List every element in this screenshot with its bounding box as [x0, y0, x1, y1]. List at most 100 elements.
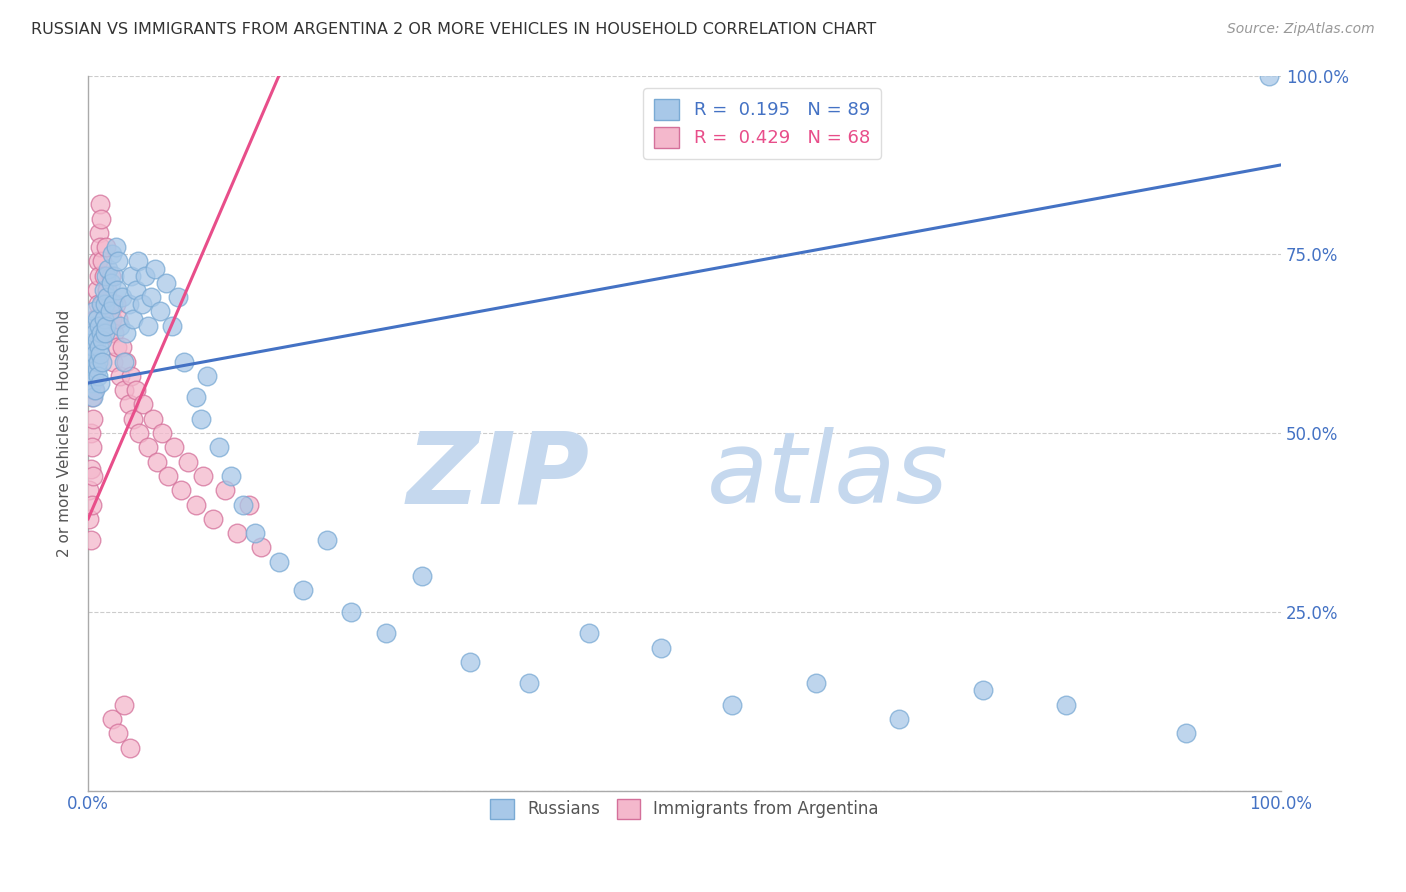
Point: [105, 283, 128, 297]
Legend: Russians, Immigrants from Argentina: Russians, Immigrants from Argentina: [484, 793, 886, 825]
Point: [105, 340, 128, 354]
Point: [103, 268, 125, 283]
Point: [267, 555, 290, 569]
Point: [173, 354, 195, 368]
Point: [80, 333, 103, 347]
Point: [101, 247, 124, 261]
Point: [83, 340, 105, 354]
Point: [96, 290, 118, 304]
Point: [110, 340, 132, 354]
Point: [104, 297, 127, 311]
Point: [804, 676, 827, 690]
Point: [125, 283, 148, 297]
Point: [82, 318, 104, 333]
Point: [91, 254, 114, 268]
Point: [94, 311, 117, 326]
Point: [184, 390, 207, 404]
Point: [166, 290, 188, 304]
Point: [82, 368, 104, 383]
Point: [82, 411, 104, 425]
Point: [250, 541, 273, 555]
Point: [112, 383, 135, 397]
Point: [120, 368, 142, 383]
Point: [190, 411, 212, 425]
Point: [458, 655, 481, 669]
Point: [97, 326, 120, 340]
Point: [101, 311, 124, 326]
Point: [238, 498, 260, 512]
Point: [136, 441, 159, 455]
Point: [86, 283, 108, 297]
Point: [96, 283, 118, 297]
Point: [243, 526, 266, 541]
Point: [120, 268, 142, 283]
Point: [170, 483, 193, 498]
Point: [82, 469, 104, 483]
Point: [375, 626, 398, 640]
Point: [315, 533, 337, 548]
Point: [100, 276, 122, 290]
Point: [221, 469, 243, 483]
Point: [232, 498, 254, 512]
Point: [94, 326, 117, 340]
Text: Source: ZipAtlas.com: Source: ZipAtlas.com: [1227, 22, 1375, 37]
Point: [86, 354, 108, 368]
Point: [87, 268, 110, 283]
Point: [103, 297, 125, 311]
Point: [578, 626, 600, 640]
Point: [84, 326, 107, 340]
Point: [87, 340, 110, 354]
Point: [86, 361, 108, 376]
Point: [146, 455, 169, 469]
Point: [86, 368, 108, 383]
Point: [100, 268, 122, 283]
Point: [115, 326, 138, 340]
Point: [149, 304, 172, 318]
Point: [291, 583, 314, 598]
Point: [91, 354, 114, 368]
Point: [141, 290, 163, 304]
Point: [208, 441, 231, 455]
Point: [86, 326, 108, 340]
Point: [163, 441, 186, 455]
Point: [143, 261, 166, 276]
Point: [94, 268, 117, 283]
Point: [89, 197, 111, 211]
Point: [86, 297, 108, 311]
Point: [125, 383, 148, 397]
Point: [90, 211, 112, 226]
Point: [90, 297, 112, 311]
Point: [79, 533, 101, 548]
Point: [160, 318, 183, 333]
Point: [94, 318, 117, 333]
Point: [339, 605, 361, 619]
Point: [134, 268, 156, 283]
Point: [103, 354, 125, 368]
Point: [519, 676, 541, 690]
Point: [132, 397, 155, 411]
Point: [79, 361, 101, 376]
Point: [202, 512, 225, 526]
Point: [79, 368, 101, 383]
Point: [89, 240, 111, 254]
Point: [136, 318, 159, 333]
Point: [650, 640, 672, 655]
Point: [107, 311, 129, 326]
Point: [80, 390, 103, 404]
Point: [79, 425, 101, 440]
Point: [84, 347, 107, 361]
Point: [107, 254, 129, 268]
Text: RUSSIAN VS IMMIGRANTS FROM ARGENTINA 2 OR MORE VEHICLES IN HOUSEHOLD CORRELATION: RUSSIAN VS IMMIGRANTS FROM ARGENTINA 2 O…: [31, 22, 876, 37]
Point: [214, 483, 236, 498]
Point: [112, 354, 135, 368]
Point: [1054, 698, 1077, 712]
Point: [177, 455, 200, 469]
Point: [87, 226, 110, 240]
Point: [889, 712, 911, 726]
Point: [1174, 726, 1197, 740]
Point: [197, 368, 219, 383]
Point: [94, 297, 117, 311]
Point: [122, 411, 145, 425]
Point: [91, 297, 114, 311]
Point: [721, 698, 744, 712]
